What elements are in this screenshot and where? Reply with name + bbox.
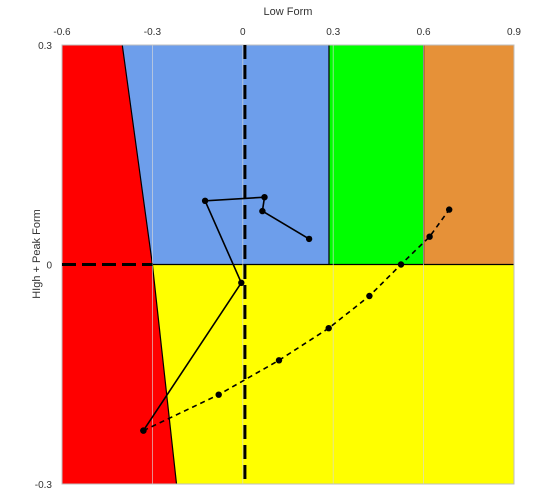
x-tick-label: 0 (240, 27, 246, 38)
series-2-point (325, 325, 332, 332)
series (140, 194, 453, 434)
y-tick-label: 0.3 (38, 41, 52, 52)
series-2-point (140, 427, 147, 434)
region-boundary (151, 264, 178, 485)
series-2-point (446, 206, 453, 213)
region-red (62, 45, 177, 484)
series-1-point (259, 207, 266, 215)
y-tick-label: -0.3 (35, 480, 53, 491)
x-tick-label: -0.3 (144, 27, 162, 38)
series-1-point (201, 197, 209, 204)
series-2-point (426, 233, 433, 240)
region-boundary (121, 44, 153, 265)
series-1-point (261, 194, 268, 201)
series-2-point (275, 357, 283, 364)
reference-lines (62, 45, 247, 484)
x-tick-label: 0.9 (507, 27, 521, 38)
x-axis-title: Low Form (264, 6, 313, 18)
series-2-point (215, 391, 222, 398)
y-tick-label: 0 (46, 261, 52, 272)
series-2-line (143, 209, 450, 432)
x-tick-label: 0.6 (417, 27, 431, 38)
x-tick-label: 0.3 (326, 27, 340, 38)
series-1-line (142, 196, 310, 432)
x-tick-label: -0.6 (53, 27, 71, 38)
series-1-point (305, 235, 313, 243)
y-axis-title: HIgh + Peak Form (31, 209, 43, 299)
y-tick-labels: 0.3 0 -0.3 (35, 41, 53, 491)
region-orange (423, 45, 514, 265)
x-tick-labels: -0.6 -0.3 0 0.3 0.6 0.9 (53, 27, 521, 38)
region-green (329, 45, 424, 265)
region-blue (122, 45, 329, 265)
series-1-point (238, 279, 245, 286)
series-2-point (397, 261, 405, 268)
series-2-point (366, 292, 373, 300)
